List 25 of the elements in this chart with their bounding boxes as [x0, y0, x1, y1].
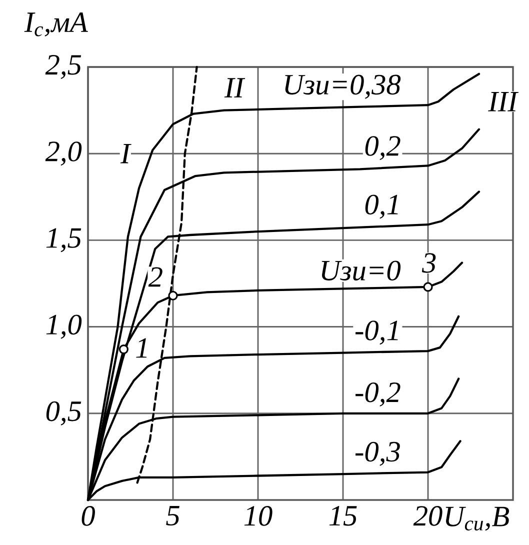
y-tick-label: 1,5: [46, 228, 82, 252]
annotation: III: [488, 92, 519, 112]
y-tick-label: 2,5: [45, 55, 82, 79]
annotation: I: [120, 144, 132, 164]
series-label: 0,1: [365, 194, 398, 219]
x-tick-label: 0: [82, 506, 95, 526]
annotation: 3: [422, 253, 436, 273]
series-label: -0,1: [356, 320, 398, 345]
y-axis-title: I$_{с}$,мА: [24, 12, 88, 36]
annotation: II: [224, 78, 246, 98]
x-tick-label: 10: [244, 506, 272, 526]
series-label: Uзи=0: [322, 260, 401, 281]
series-label: 0,2: [365, 136, 400, 160]
x-axis-title: U$_{си}$,В: [446, 506, 509, 531]
y-tick-label: 1,0: [46, 314, 82, 339]
series-label: -0,2: [356, 382, 400, 406]
series-label: Uзи=0,38: [285, 74, 401, 99]
x-tick-label: 5: [166, 506, 180, 526]
y-tick-label: 2,0: [45, 142, 82, 166]
x-tick-label: 20: [413, 506, 442, 526]
annotation: 1: [136, 338, 147, 358]
series-label: -0,3: [356, 442, 400, 466]
y-tick-label: 0,5: [46, 401, 82, 426]
x-tick-label: 15: [329, 506, 357, 526]
annotation: 2: [148, 267, 162, 287]
